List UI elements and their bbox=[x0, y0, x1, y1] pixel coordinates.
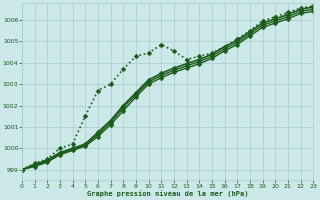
X-axis label: Graphe pression niveau de la mer (hPa): Graphe pression niveau de la mer (hPa) bbox=[87, 190, 248, 197]
